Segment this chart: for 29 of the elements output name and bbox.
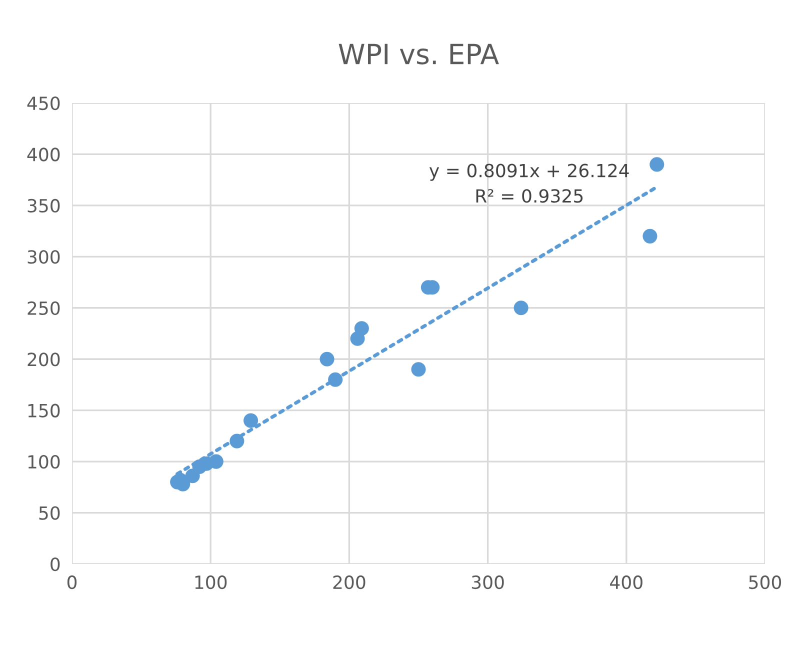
- y-tick-label: 50: [39, 506, 60, 520]
- point: [650, 157, 664, 172]
- x-tick-label: 400: [610, 575, 642, 590]
- point: [320, 352, 334, 366]
- y-tick-label: 450: [27, 96, 60, 110]
- chart-title: WPI vs. EPA: [338, 44, 499, 65]
- x-tick-label: 500: [749, 575, 782, 590]
- y-tick-label: 400: [27, 148, 60, 162]
- point: [642, 228, 658, 244]
- point: [411, 362, 426, 377]
- y-tick-label: 150: [28, 404, 60, 418]
- annotation: R² = 0.9325: [476, 189, 583, 203]
- x-tick-label: 100: [195, 575, 227, 590]
- y-tick-label: 0: [50, 557, 60, 572]
- y-tick-label: 350: [28, 198, 60, 213]
- point: [328, 372, 343, 387]
- x-tick-label: 300: [472, 575, 504, 590]
- y-tick-label: 250: [28, 301, 60, 316]
- y-tick-label: 200: [28, 352, 60, 366]
- point: [514, 300, 528, 316]
- x-tick-label: 200: [333, 575, 366, 590]
- point: [350, 331, 365, 346]
- y-tick-label: 100: [28, 455, 60, 469]
- point: [230, 434, 244, 448]
- y-tick-label: 300: [28, 250, 60, 264]
- x-tick-label: 0: [67, 575, 77, 590]
- annotation: y = 0.8091x + 26.124: [429, 164, 629, 181]
- point: [185, 468, 200, 484]
- point: [244, 413, 258, 428]
